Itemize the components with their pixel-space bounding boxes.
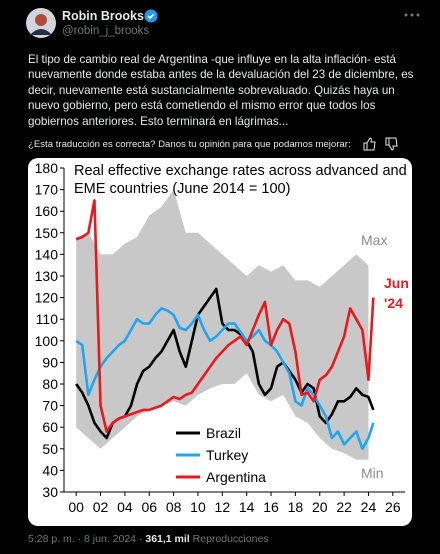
avatar[interactable] xyxy=(26,8,56,38)
series-line xyxy=(75,199,375,433)
legend-label: Argentina xyxy=(206,469,266,485)
x-tick-label: 26 xyxy=(385,499,401,515)
y-tick-label: 180 xyxy=(35,160,59,176)
y-tick-label: 110 xyxy=(36,311,59,327)
legend-label: Brazil xyxy=(206,425,241,441)
band-max-label: Max xyxy=(361,232,387,248)
chart-title: Real effective exchange rates across adv… xyxy=(74,163,407,179)
post-meta: 5:28 p. m. · 8 jun. 2024 · 361,1 mil Rep… xyxy=(28,533,269,545)
chart-title: EME countries (June 2014 = 100) xyxy=(74,181,290,197)
y-tick-label: 120 xyxy=(35,290,59,306)
feedback-buttons[interactable] xyxy=(362,137,402,151)
band-min-label: Min xyxy=(361,465,384,481)
translation-feedback: ¿Esta traducción es correcta? Danos tu o… xyxy=(28,139,351,150)
separator: · xyxy=(138,533,143,545)
series-line xyxy=(75,307,375,451)
y-tick-label: 80 xyxy=(42,376,58,392)
y-tick-label: 100 xyxy=(35,333,59,349)
y-tick-label: 90 xyxy=(42,354,58,370)
verified-badge xyxy=(144,9,158,23)
post-text: El tipo de cambio real de Argentina -que… xyxy=(28,53,414,128)
author-name[interactable]: Robin Brooks xyxy=(62,9,144,23)
y-tick-label: 140 xyxy=(35,246,59,262)
x-tick-label: 04 xyxy=(117,499,133,515)
x-tick-label: 14 xyxy=(239,499,255,515)
y-tick-label: 60 xyxy=(42,419,58,435)
y-tick-label: 160 xyxy=(35,203,59,219)
x-tick-label: 18 xyxy=(288,499,304,515)
x-tick-label: 16 xyxy=(263,499,279,515)
x-tick-label: 20 xyxy=(312,499,328,515)
more-menu[interactable] xyxy=(402,10,422,20)
view-count: 361,1 mil xyxy=(145,533,190,545)
y-tick-label: 50 xyxy=(42,441,58,457)
x-tick-label: 08 xyxy=(166,499,182,515)
y-tick-label: 150 xyxy=(35,225,59,241)
time[interactable]: 5:28 p. m. xyxy=(28,533,75,545)
end-label: Jun xyxy=(384,275,409,291)
end-label: '24 xyxy=(384,295,403,311)
x-tick-label: 06 xyxy=(141,499,157,515)
author-handle[interactable]: @robin_j_brooks xyxy=(62,25,150,37)
y-tick-label: 170 xyxy=(35,182,59,198)
chart: 30 40 50 60 70 80 90 100 110 120 130 140 150 160 170 18… xyxy=(35,160,409,515)
x-tick-label: 24 xyxy=(361,499,377,515)
separator: · xyxy=(77,533,82,545)
views-label: Reproducciones xyxy=(192,533,269,545)
x-tick-label: 02 xyxy=(93,499,109,515)
legend-label: Turkey xyxy=(206,447,248,463)
x-tick-label: 00 xyxy=(68,499,84,515)
x-tick-label: 22 xyxy=(336,499,352,515)
x-tick-label: 12 xyxy=(215,499,231,515)
chart-image[interactable]: 30 40 50 60 70 80 90 100 110 120 130 140 150 160 170 18… xyxy=(28,158,412,526)
y-tick-label: 70 xyxy=(42,398,58,414)
date[interactable]: 8 jun. 2024 xyxy=(84,533,137,545)
y-tick-label: 40 xyxy=(42,462,58,478)
x-tick-label: 10 xyxy=(190,499,206,515)
y-tick-label: 30 xyxy=(42,484,58,500)
y-tick-label: 130 xyxy=(35,268,59,284)
